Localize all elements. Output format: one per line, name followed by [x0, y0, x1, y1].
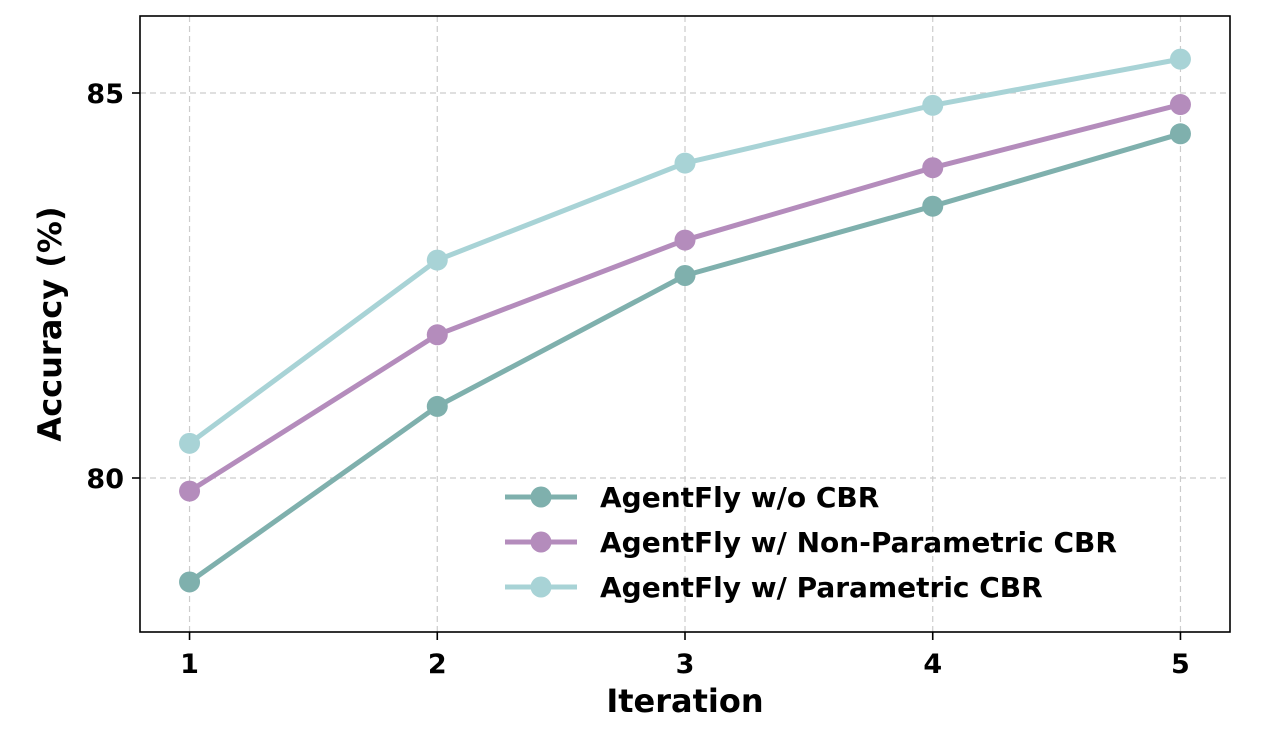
legend-swatch-marker	[530, 486, 552, 508]
y-tick-label: 85	[86, 79, 124, 110]
x-tick-label: 3	[676, 649, 695, 680]
legend-swatch-marker	[530, 531, 552, 553]
x-tick-label: 1	[180, 649, 199, 680]
legend-entry: AgentFly w/ Parametric CBR	[505, 571, 1043, 604]
data-point	[674, 152, 696, 174]
x-axis-ticks: 1 2 3 4 5	[180, 632, 1190, 680]
grid-lines	[140, 16, 1230, 632]
data-point	[426, 324, 448, 346]
data-point	[179, 432, 201, 454]
series-3	[179, 48, 1191, 454]
x-tick-label: 4	[923, 649, 942, 680]
data-point	[179, 480, 201, 502]
data-point	[674, 229, 696, 251]
data-point	[1169, 48, 1191, 70]
x-tick-label: 5	[1171, 649, 1190, 680]
legend: AgentFly w/o CBR AgentFly w/ Non-Parametr…	[505, 481, 1117, 604]
data-point	[922, 94, 944, 116]
y-axis-ticks: 80 85	[86, 79, 140, 495]
y-axis-title: Accuracy (%)	[31, 206, 69, 441]
data-point	[426, 249, 448, 271]
data-point	[922, 195, 944, 217]
data-point	[179, 571, 201, 593]
series-layer	[179, 48, 1191, 593]
x-axis-title: Iteration	[606, 682, 763, 720]
y-tick-label: 80	[86, 464, 124, 495]
data-point	[922, 157, 944, 179]
data-point	[1169, 94, 1191, 116]
legend-label: AgentFly w/o CBR	[600, 481, 879, 514]
data-point	[1169, 123, 1191, 145]
data-point	[674, 264, 696, 286]
x-tick-label: 2	[428, 649, 447, 680]
legend-swatch-marker	[530, 576, 552, 598]
legend-entry: AgentFly w/o CBR	[505, 481, 879, 514]
legend-entry: AgentFly w/ Non-Parametric CBR	[505, 526, 1117, 559]
series-2	[179, 94, 1191, 502]
data-point	[426, 395, 448, 417]
legend-label: AgentFly w/ Non-Parametric CBR	[600, 526, 1117, 559]
legend-label: AgentFly w/ Parametric CBR	[600, 571, 1043, 604]
series-1	[179, 123, 1191, 593]
